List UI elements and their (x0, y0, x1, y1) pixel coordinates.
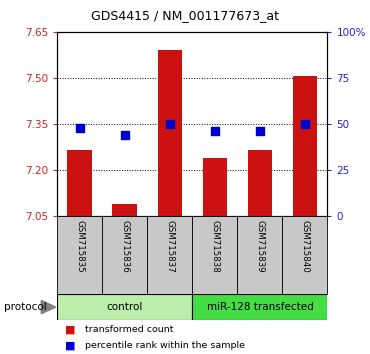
Text: percentile rank within the sample: percentile rank within the sample (85, 341, 245, 350)
Point (167, 121, 173, 127)
Point (122, 132, 128, 138)
Point (257, 129, 263, 134)
Point (212, 129, 218, 134)
Text: GSM715837: GSM715837 (165, 220, 174, 273)
Bar (147, 216, 192, 294)
Bar (57, 294, 192, 320)
Text: GSM715836: GSM715836 (120, 220, 130, 273)
Bar (67, 150, 92, 216)
Bar (248, 150, 272, 216)
Bar (158, 50, 182, 216)
Text: GSM715840: GSM715840 (300, 220, 309, 273)
Point (77, 125, 83, 130)
Text: GSM715838: GSM715838 (211, 220, 219, 273)
Text: protocol: protocol (4, 302, 47, 312)
Polygon shape (41, 301, 55, 314)
Text: ■: ■ (65, 341, 75, 350)
Text: GDS4415 / NM_001177673_at: GDS4415 / NM_001177673_at (91, 9, 279, 22)
Text: transformed count: transformed count (85, 325, 174, 334)
Text: GSM715839: GSM715839 (255, 220, 265, 273)
Bar (102, 216, 147, 294)
Bar (282, 216, 327, 294)
Bar (192, 216, 238, 294)
Bar (112, 204, 137, 216)
Text: miR-128 transfected: miR-128 transfected (206, 302, 313, 312)
Text: control: control (107, 302, 143, 312)
Text: ■: ■ (65, 325, 75, 335)
Bar (293, 76, 317, 216)
Point (302, 121, 308, 127)
Bar (238, 216, 282, 294)
Bar (57, 216, 102, 294)
Bar (202, 158, 227, 216)
Bar (192, 294, 327, 320)
Text: GSM715835: GSM715835 (75, 220, 84, 273)
